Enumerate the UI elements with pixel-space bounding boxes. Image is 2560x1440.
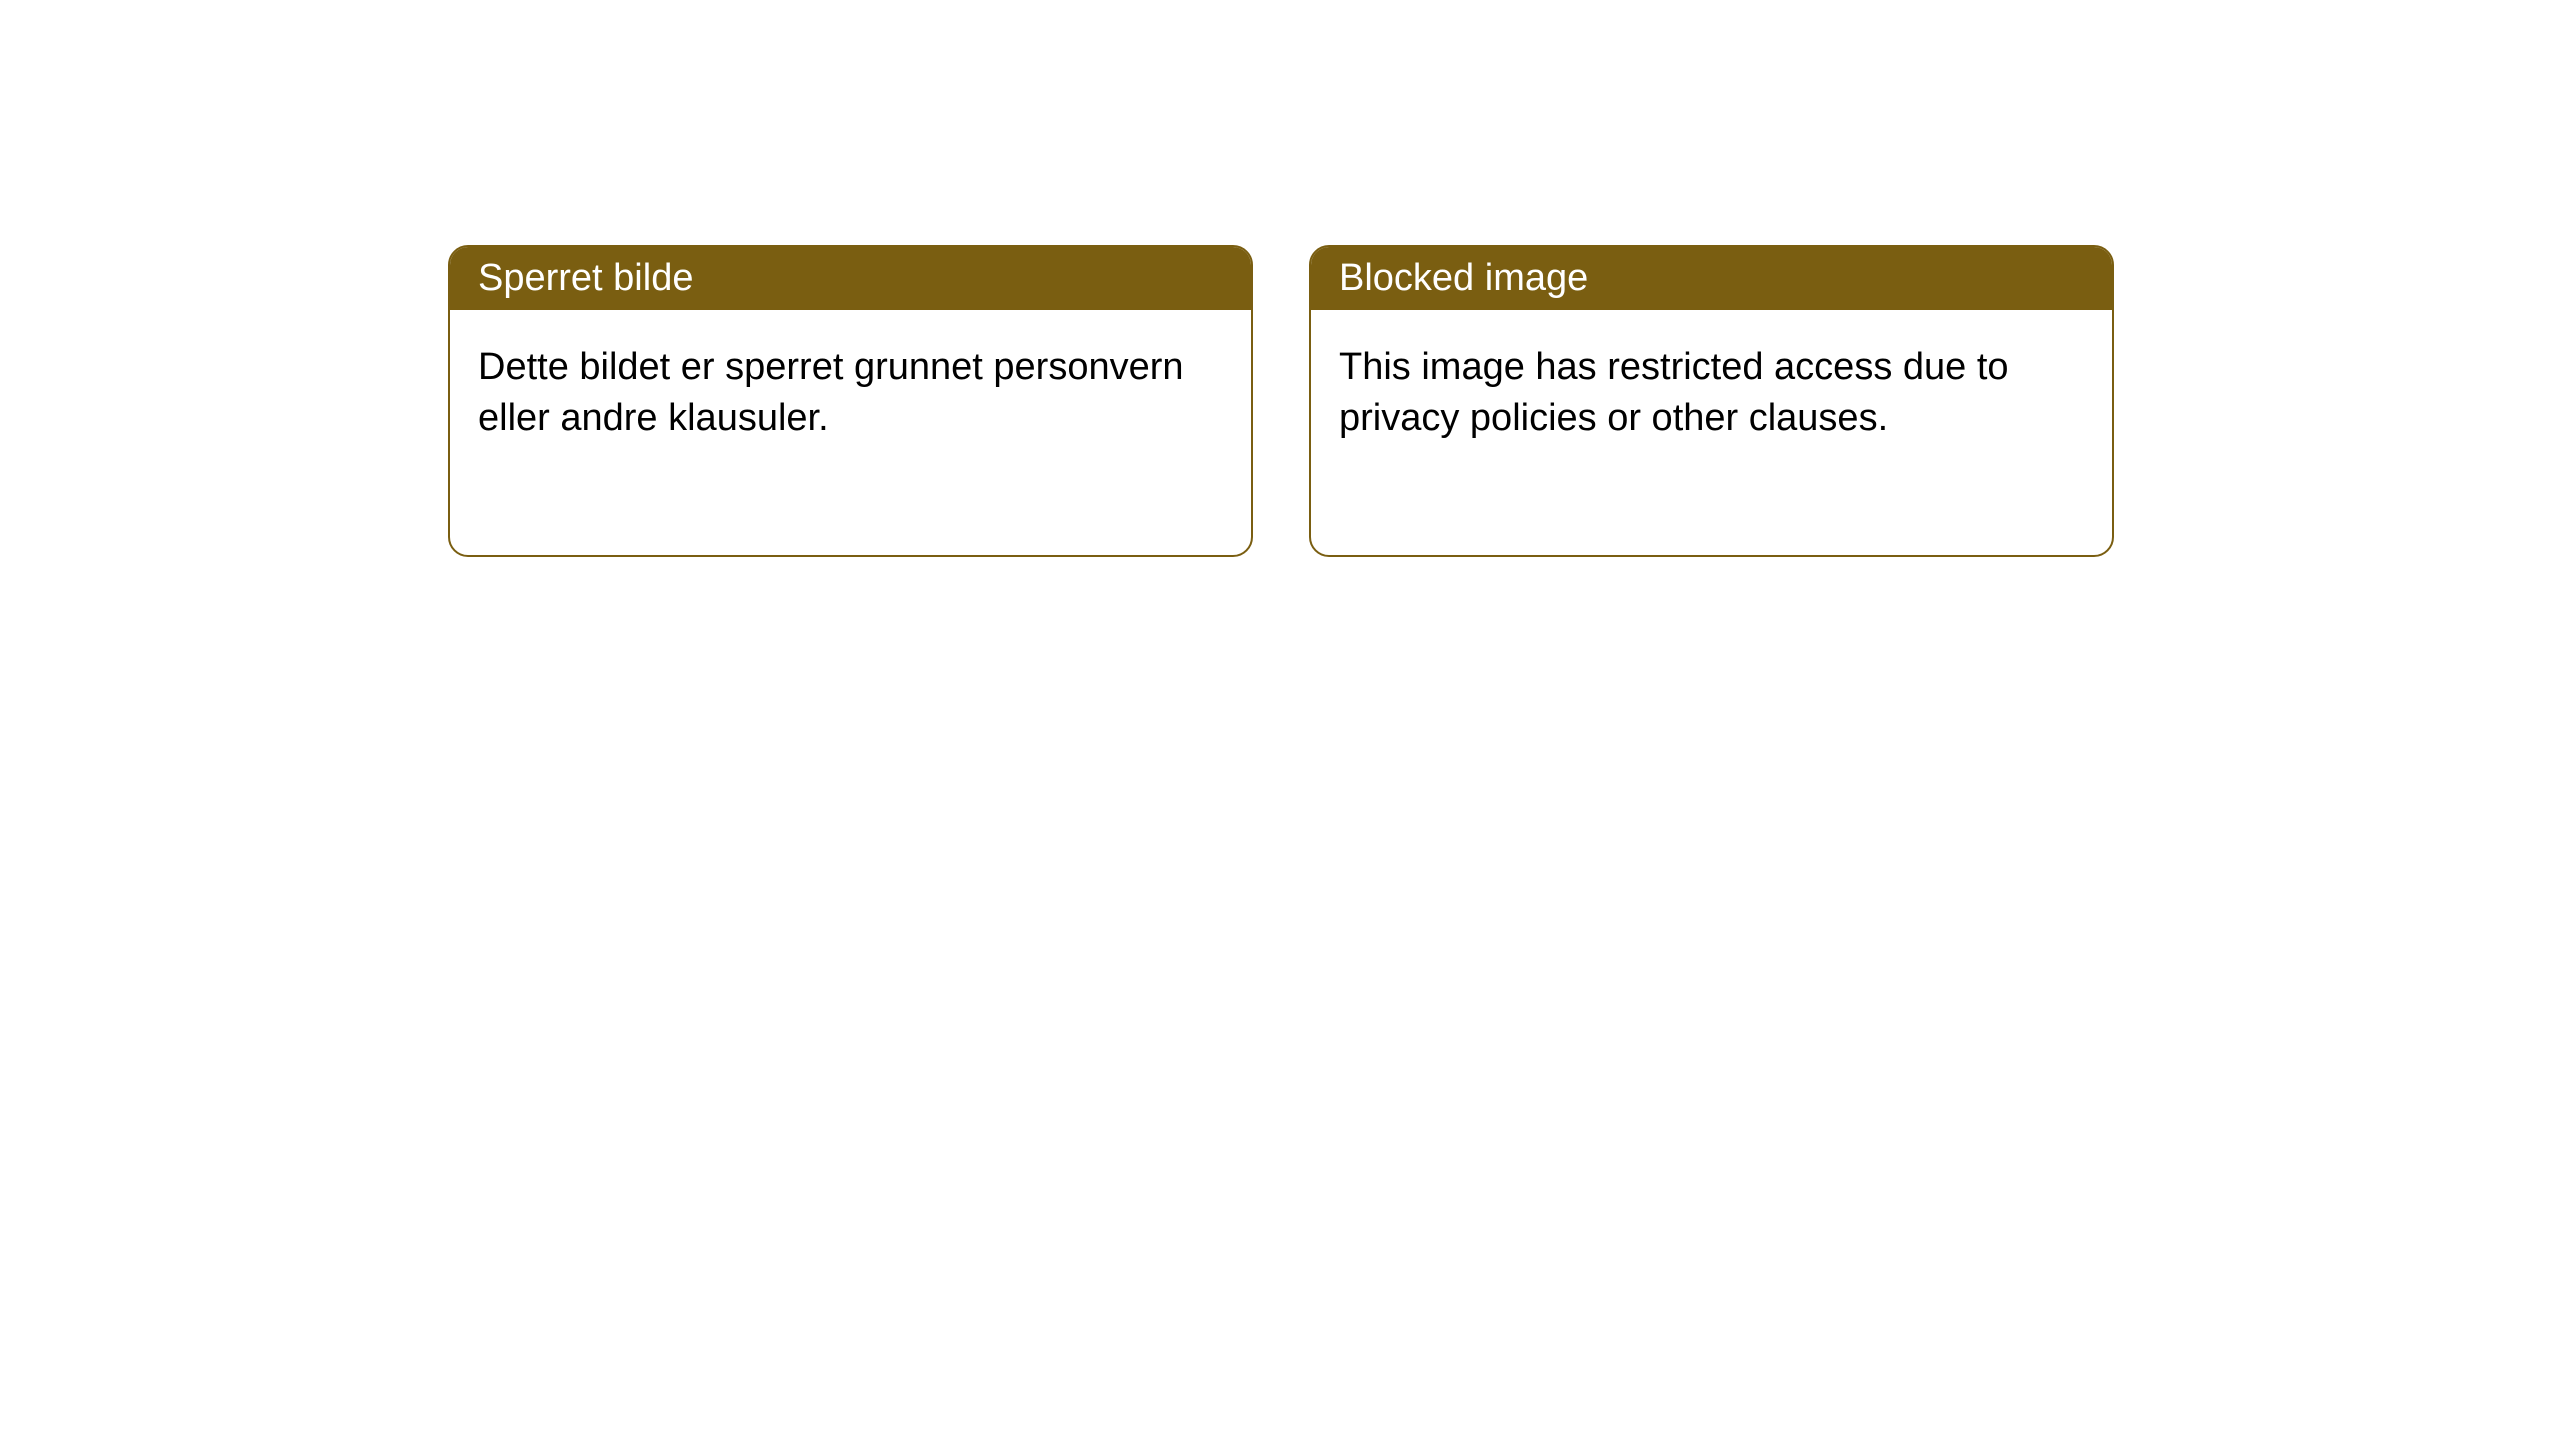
card-title-norwegian: Sperret bilde xyxy=(478,257,693,299)
notice-cards-container: Sperret bilde Dette bildet er sperret gr… xyxy=(0,0,2560,557)
card-header-english: Blocked image xyxy=(1311,247,2112,310)
card-header-norwegian: Sperret bilde xyxy=(450,247,1251,310)
notice-card-english: Blocked image This image has restricted … xyxy=(1309,245,2114,557)
card-text-english: This image has restricted access due to … xyxy=(1339,346,2009,439)
card-text-norwegian: Dette bildet er sperret grunnet personve… xyxy=(478,346,1184,439)
card-body-norwegian: Dette bildet er sperret grunnet personve… xyxy=(450,310,1251,555)
notice-card-norwegian: Sperret bilde Dette bildet er sperret gr… xyxy=(448,245,1253,557)
card-title-english: Blocked image xyxy=(1339,257,1588,299)
card-body-english: This image has restricted access due to … xyxy=(1311,310,2112,555)
